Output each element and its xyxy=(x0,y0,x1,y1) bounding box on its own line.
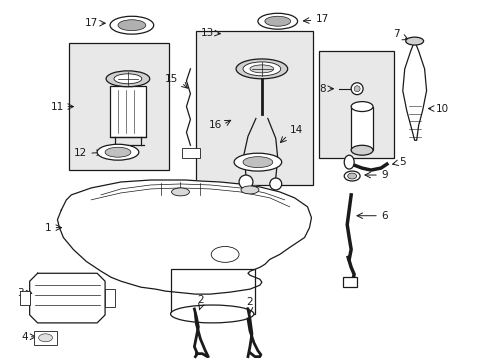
Ellipse shape xyxy=(171,188,189,196)
Ellipse shape xyxy=(39,334,52,342)
Ellipse shape xyxy=(264,16,290,26)
Circle shape xyxy=(353,86,359,92)
Text: 17: 17 xyxy=(315,14,328,24)
Ellipse shape xyxy=(344,171,359,181)
Ellipse shape xyxy=(243,62,280,76)
Bar xyxy=(196,31,313,185)
Bar xyxy=(319,51,393,158)
Polygon shape xyxy=(402,41,426,140)
Ellipse shape xyxy=(114,74,142,84)
Ellipse shape xyxy=(243,157,272,168)
Ellipse shape xyxy=(347,173,356,179)
Ellipse shape xyxy=(170,305,253,323)
Ellipse shape xyxy=(97,144,139,160)
Bar xyxy=(182,148,200,158)
Bar xyxy=(69,43,168,170)
Text: 6: 6 xyxy=(380,211,387,221)
Text: 11: 11 xyxy=(51,102,64,112)
Circle shape xyxy=(350,83,362,95)
Ellipse shape xyxy=(105,147,131,157)
Ellipse shape xyxy=(211,247,239,262)
Text: 4: 4 xyxy=(21,332,28,342)
Circle shape xyxy=(269,178,281,190)
Ellipse shape xyxy=(106,71,149,87)
Bar xyxy=(34,331,57,345)
Text: 15: 15 xyxy=(165,74,178,84)
Bar xyxy=(105,289,115,307)
Ellipse shape xyxy=(405,37,423,45)
Bar xyxy=(350,107,372,150)
Polygon shape xyxy=(170,269,254,314)
Ellipse shape xyxy=(236,59,287,79)
Text: 17: 17 xyxy=(85,18,98,28)
Text: 14: 14 xyxy=(289,125,302,135)
Ellipse shape xyxy=(350,102,372,112)
Text: 3: 3 xyxy=(17,288,24,298)
Ellipse shape xyxy=(249,65,273,73)
Text: 12: 12 xyxy=(74,148,87,158)
Text: 1: 1 xyxy=(45,222,51,233)
Ellipse shape xyxy=(241,186,258,194)
Text: 5: 5 xyxy=(398,157,405,167)
Ellipse shape xyxy=(344,155,353,169)
Polygon shape xyxy=(57,180,311,294)
Text: 2: 2 xyxy=(246,297,253,307)
Ellipse shape xyxy=(257,13,297,29)
Polygon shape xyxy=(30,273,105,323)
Text: 13: 13 xyxy=(201,28,214,38)
Text: 9: 9 xyxy=(380,170,387,180)
Text: 8: 8 xyxy=(319,84,325,94)
Ellipse shape xyxy=(234,153,281,171)
Text: 2: 2 xyxy=(197,295,203,305)
Bar xyxy=(170,269,254,314)
Text: 10: 10 xyxy=(435,104,447,113)
Text: 7: 7 xyxy=(392,29,399,39)
Ellipse shape xyxy=(110,16,153,34)
Text: 16: 16 xyxy=(208,121,222,130)
Circle shape xyxy=(239,175,252,189)
Bar xyxy=(110,86,145,137)
Bar xyxy=(343,277,356,287)
Ellipse shape xyxy=(118,20,145,31)
Bar xyxy=(20,291,30,305)
Ellipse shape xyxy=(350,145,372,155)
